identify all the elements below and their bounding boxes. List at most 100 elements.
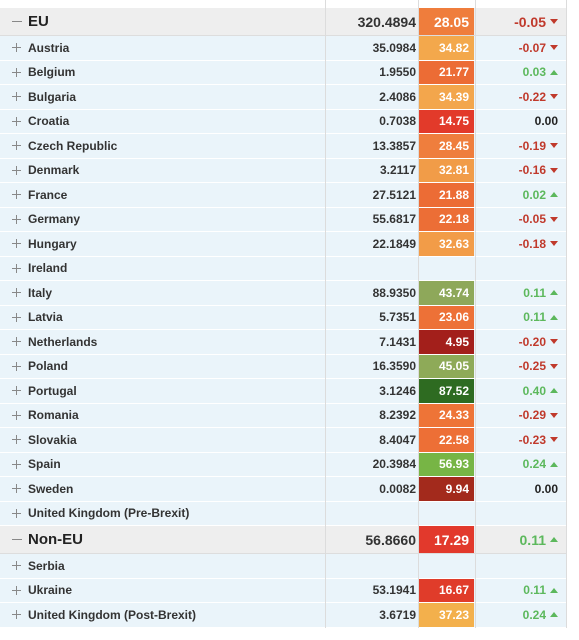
change-cell: 0.11	[523, 306, 558, 330]
up-arrow	[550, 192, 558, 198]
value-cell: 2.4086	[379, 89, 416, 104]
data-row: Czech Republic 13.3857 28.45 -0.19	[0, 134, 566, 159]
score-cell: 34.39	[419, 85, 474, 109]
up-arrow	[550, 587, 558, 593]
change-cell: -0.18	[519, 232, 558, 256]
row-label: Romania	[28, 408, 79, 423]
score-cell: 16.67	[419, 578, 474, 602]
value-cell: 3.2117	[379, 163, 416, 178]
row-label: EU	[28, 13, 49, 30]
change-cell: 0.40	[523, 379, 558, 403]
score-cell: 21.88	[419, 183, 474, 207]
row-label: Spain	[28, 457, 61, 472]
change-text: -0.05	[518, 212, 546, 227]
data-row: Hungary 22.1849 32.63 -0.18	[0, 232, 566, 257]
data-row: Romania 8.2392 24.33 -0.29	[0, 403, 566, 428]
change-text: 0.11	[523, 285, 546, 300]
change-text: 0.00	[534, 114, 558, 129]
row-label: Czech Republic	[28, 138, 118, 153]
change-cell: 0.11	[520, 526, 558, 553]
change-cell: 0.03	[523, 61, 558, 85]
change-text: 0.03	[522, 65, 546, 80]
change-text: 0.11	[523, 310, 546, 325]
change-cell: 0.11	[523, 281, 558, 305]
data-row: Slovakia 8.4047 22.58 -0.23	[0, 428, 566, 453]
change-text: -0.18	[518, 236, 546, 251]
change-text: -0.23	[518, 432, 546, 447]
change-cell: 0.00	[535, 110, 558, 134]
row-label: Netherlands	[28, 334, 98, 349]
row-label: Croatia	[28, 114, 70, 129]
change-cell: -0.20	[519, 330, 558, 354]
data-row: Portugal 3.1246 87.52 0.40	[0, 379, 566, 404]
value-cell: 3.6719	[379, 607, 416, 622]
row-label: Non-EU	[28, 531, 83, 548]
change-text: -0.25	[518, 359, 546, 374]
data-row: Germany 55.6817 22.18 -0.05	[0, 207, 566, 232]
change-text: -0.05	[514, 13, 546, 30]
score-cell: 21.77	[419, 60, 474, 84]
value-cell: 7.1431	[379, 334, 416, 349]
score-cell: 28.45	[419, 134, 474, 158]
data-row: United Kingdom (Pre-Brexit)	[0, 501, 566, 526]
data-row: Croatia 0.7038 14.75 0.00	[0, 109, 566, 134]
down-arrow	[550, 94, 558, 100]
score-cell: 45.05	[419, 354, 474, 378]
change-cell: -0.29	[519, 404, 558, 428]
value-cell: 13.3857	[372, 138, 416, 153]
change-cell: -0.19	[519, 134, 558, 158]
value-cell: 1.9550	[379, 65, 416, 80]
column-divider	[418, 0, 419, 628]
down-arrow	[550, 143, 558, 149]
data-row: Italy 88.9350 43.74 0.11	[0, 281, 566, 306]
score-cell: 22.58	[419, 428, 474, 452]
down-arrow	[550, 19, 558, 24]
up-arrow	[550, 388, 558, 394]
value-cell: 88.9350	[372, 285, 416, 300]
row-label: Serbia	[28, 558, 65, 573]
row-label: United Kingdom (Post-Brexit)	[28, 607, 196, 622]
row-label: Ireland	[28, 261, 68, 276]
change-text: -0.19	[518, 138, 546, 153]
data-row: Spain 20.3984 56.93 0.24	[0, 452, 566, 477]
value-cell: 0.7038	[379, 114, 416, 129]
score-cell: 56.93	[419, 452, 474, 476]
change-text: 0.40	[522, 383, 546, 398]
change-text: -0.16	[518, 163, 546, 178]
row-label: Bulgaria	[28, 89, 77, 104]
score-cell: 22.18	[419, 207, 474, 231]
score-cell: 23.06	[419, 305, 474, 329]
row-label: Sweden	[28, 481, 74, 496]
row-label: Ukraine	[28, 583, 73, 598]
change-text: -0.22	[518, 89, 546, 104]
value-cell: 5.7351	[379, 310, 416, 325]
value-cell: 35.0984	[372, 40, 416, 55]
row-label: Hungary	[28, 236, 77, 251]
data-row: Austria 35.0984 34.82 -0.07	[0, 36, 566, 61]
value-cell: 56.8660	[365, 531, 416, 548]
change-text: 0.11	[519, 531, 546, 548]
value-cell: 8.4047	[379, 432, 416, 447]
change-text: 0.11	[523, 583, 546, 598]
row-label: Italy	[28, 285, 53, 300]
up-arrow	[550, 537, 558, 542]
row-label: Poland	[28, 359, 69, 374]
group-row: EU 320.4894 28.05 -0.05	[0, 8, 566, 36]
change-cell: 0.00	[535, 477, 558, 501]
data-row: Ireland	[0, 256, 566, 281]
score-cell: 17.29	[419, 526, 474, 553]
value-cell: 27.5121	[372, 187, 416, 202]
change-cell: -0.23	[519, 428, 558, 452]
up-arrow	[550, 314, 558, 320]
data-row: Bulgaria 2.4086 34.39 -0.22	[0, 85, 566, 110]
down-arrow	[550, 412, 558, 418]
data-row: United Kingdom (Post-Brexit) 3.6719 37.23 0…	[0, 603, 566, 628]
value-cell: 22.1849	[372, 236, 416, 251]
change-text: -0.29	[518, 408, 546, 423]
data-row: Denmark 3.2117 32.81 -0.16	[0, 158, 566, 183]
up-arrow	[550, 69, 558, 75]
change-cell: -0.16	[519, 159, 558, 183]
score-cell: 43.74	[419, 281, 474, 305]
score-cell: 32.81	[419, 158, 474, 182]
